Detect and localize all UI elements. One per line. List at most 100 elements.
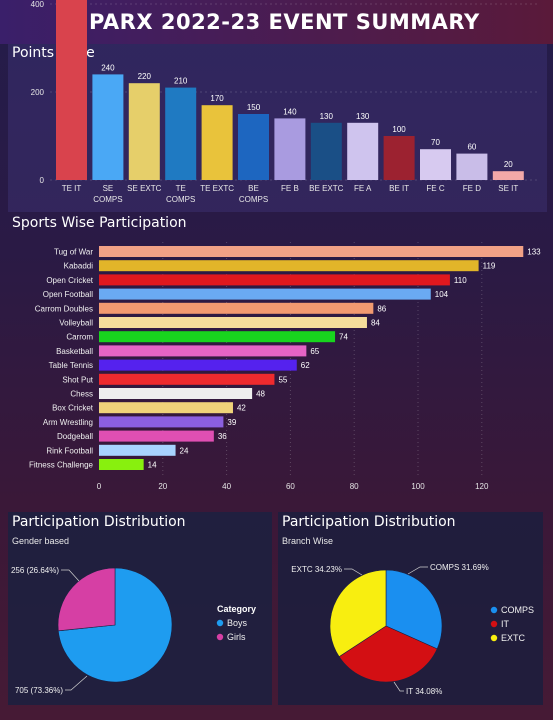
data-label-open-football: 104 [435,290,449,299]
bar-te-extc [202,105,233,180]
data-label-open-cricket: 110 [454,276,467,285]
points-table-panel: Points Table 0200400490TE IT240SECOMPS22… [8,44,547,212]
legend-marker-girls [217,634,223,640]
x-tick-label-be-extc: BE EXTC [309,184,343,193]
data-label-volleyball: 84 [371,319,380,328]
bar-fe-d [456,154,487,180]
x-tick-label-be-comps: BE [248,184,259,193]
x-tick-label-be-comps: COMPS [239,195,268,204]
y-tick-label-box-cricket: Box Cricket [52,404,94,413]
bar-fe-a [347,123,378,180]
data-label-box-cricket: 42 [237,404,246,413]
bar-chess [99,388,252,399]
x-tick-label-te-extc: TE EXTC [200,184,234,193]
data-label-fe-b: 140 [283,107,297,116]
data-label-kabaddi: 119 [483,262,496,271]
data-label-be-extc: 130 [320,112,334,121]
bar-fitness-challenge [99,459,144,470]
y-tick-label-fitness-challenge: Fitness Challenge [29,461,94,470]
bar-dodgeball [99,431,214,442]
bar-carrom [99,331,335,342]
legend-item-girls: Girls [227,632,246,642]
data-label-dodgeball: 36 [218,432,227,441]
data-label-comps: COMPS 31.69% [430,563,489,572]
x-tick-label: 100 [411,482,425,491]
data-label-fitness-challenge: 14 [148,461,157,470]
legend-marker-boys [217,620,223,626]
x-tick-label: 40 [222,482,231,491]
bar-box-cricket [99,402,233,413]
x-tick-label: 0 [97,482,102,491]
data-label-girls: 256 (26.64%) [11,566,59,575]
y-tick-label-tug-of-war: Tug of War [54,248,93,257]
slice-girls [58,568,115,631]
legend-title: Category [217,604,256,614]
x-tick-label-se-it: SE IT [498,184,518,193]
x-tick-label-fe-b: FE B [281,184,299,193]
gender-pie-chart: 705 (73.36%) 256 (26.64%) Category Boys Girl… [8,512,272,705]
x-tick-label-be-it: BE IT [389,184,409,193]
data-label-arm-wrestling: 39 [227,418,236,427]
bar-open-cricket [99,274,450,285]
bar-fe-b [274,118,305,180]
data-label-se-it: 20 [504,160,513,169]
data-label-boys: 705 (73.36%) [15,686,63,695]
legend-marker-extc [491,635,497,641]
data-label-extc: EXTC 34.23% [291,565,342,574]
bar-fe-c [420,149,451,180]
y-tick-label-volleyball: Volleyball [59,319,93,328]
x-tick-label: 80 [350,482,359,491]
data-label-te-comps: 210 [174,77,188,86]
legend-item-it: IT [501,619,510,629]
data-label-fe-a: 130 [356,112,370,121]
data-label-se-extc: 220 [138,72,152,81]
bar-carrom-doubles [99,303,373,314]
data-label-be-comps: 150 [247,103,261,112]
data-label-table-tennis: 62 [301,361,310,370]
y-tick-label-carrom-doubles: Carrom Doubles [35,304,93,313]
x-tick-label-te-comps: COMPS [166,195,195,204]
y-tick-label-shot-put: Shot Put [62,375,93,384]
bar-arm-wrestling [99,416,223,427]
leader-line-girls [61,570,79,581]
bar-be-it [384,136,415,180]
x-tick-label-se-comps: COMPS [93,195,122,204]
leader-line-boys [65,676,87,690]
y-tick-label-chess: Chess [70,390,93,399]
data-label-it: IT 34.08% [406,687,442,696]
y-tick-label-dodgeball: Dodgeball [57,432,93,441]
y-tick-label-open-cricket: Open Cricket [46,276,93,285]
data-label-be-it: 100 [392,125,406,134]
data-label-shot-put: 55 [278,375,287,384]
bar-tug-of-war [99,246,523,257]
sports-bar-chart: 0 20 40 60 80 100 120Tug of War 133Kabaddi 119Op… [8,214,547,490]
gender-distribution-panel: Participation Distribution Gender based … [8,512,272,705]
branch-distribution-panel: Participation Distribution Branch Wise C… [278,512,543,705]
leader-line-comps [408,567,428,574]
x-tick-label-fe-d: FE D [463,184,481,193]
leader-line-it [394,682,404,691]
y-tick-label-open-football: Open Football [43,290,93,299]
x-tick-label-se-extc: SE EXTC [127,184,161,193]
legend-item-comps: COMPS [501,605,534,615]
x-tick-label-te-comps: TE [176,184,186,193]
data-label-fe-d: 60 [467,143,476,152]
data-label-se-comps: 240 [101,63,115,72]
bar-be-extc [311,123,342,180]
data-label-carrom-doubles: 86 [377,304,386,313]
bar-volleyball [99,317,367,328]
bar-kabaddi [99,260,479,271]
legend-item-boys: Boys [227,618,248,628]
data-label-carrom: 74 [339,333,348,342]
data-label-te-extc: 170 [210,94,224,103]
legend-marker-it [491,621,497,627]
y-tick-label: 400 [31,0,45,9]
leader-line-extc [344,569,362,575]
data-label-fe-c: 70 [431,138,440,147]
legend-marker-comps [491,607,497,613]
y-tick-label-kabaddi: Kabaddi [64,262,94,271]
branch-pie-chart: COMPS 31.69% IT 34.08% EXTC 34.23% COMPS IT E… [278,512,543,705]
bar-se-comps [92,74,123,180]
legend-item-extc: EXTC [501,633,526,643]
x-tick-label: 120 [475,482,489,491]
